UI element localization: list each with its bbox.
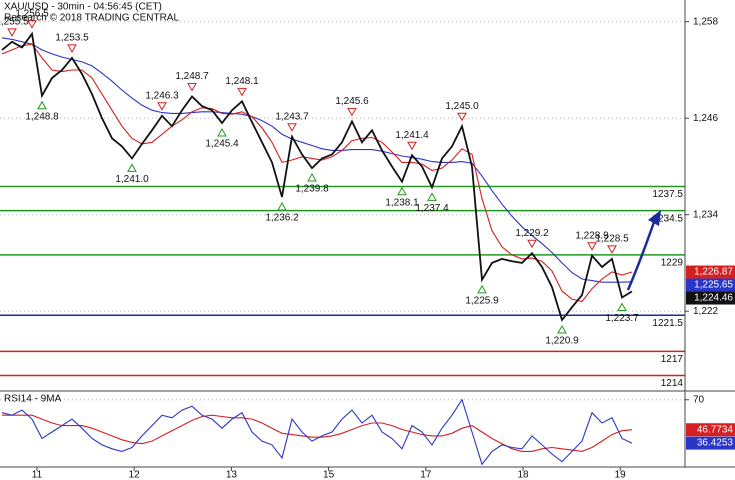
low-marker — [217, 128, 227, 137]
low-label: 1,236.2 — [265, 213, 299, 224]
high-label: 1,253.5 — [55, 33, 89, 44]
price-box-label: 46.7734 — [697, 424, 734, 435]
x-tick-label: 15 — [323, 470, 335, 480]
high-label: 1,229.2 — [515, 228, 549, 239]
low-marker — [557, 325, 567, 334]
price-box-label: 1,224.46 — [694, 293, 733, 304]
high-marker — [157, 102, 167, 111]
low-label: 1,245.4 — [205, 139, 239, 150]
high-marker — [7, 28, 17, 37]
high-marker — [237, 87, 247, 97]
x-tick-label: 13 — [226, 470, 238, 480]
low-marker — [277, 202, 287, 211]
chart-subtitle: Research © 2018 TRADING CENTRAL — [4, 13, 179, 24]
low-marker — [427, 192, 437, 201]
x-tick-label: 11 — [32, 470, 43, 480]
low-marker — [127, 163, 137, 172]
y-tick-label: 70 — [693, 394, 705, 405]
rsi-title: RSI14 - 9MA — [4, 394, 62, 405]
high-label: 1,228.9 — [575, 230, 609, 241]
price-box — [686, 436, 735, 450]
y-tick-label: 1,246 — [693, 113, 718, 124]
x-tick-label: 19 — [615, 470, 627, 480]
low-marker — [307, 173, 317, 182]
low-marker — [397, 186, 407, 196]
price-box — [686, 423, 735, 437]
high-label: 1,245.0 — [445, 101, 479, 112]
low-marker — [477, 284, 487, 294]
price-box-label: 1,226.87 — [694, 267, 733, 278]
high-label: 1,245.6 — [335, 96, 369, 107]
high-label: 1,256.5 — [15, 8, 49, 19]
series-line — [1, 31, 633, 322]
high-label: 1,255.5 — [0, 16, 29, 27]
price-box-label: 36.4253 — [697, 438, 734, 449]
high-marker — [187, 82, 197, 92]
high-label: 1,248.7 — [175, 71, 209, 82]
series-line — [1, 37, 633, 283]
price-box — [686, 278, 735, 292]
x-tick-label: 17 — [420, 470, 432, 480]
forecast-arrowhead — [648, 210, 661, 226]
high-marker — [407, 141, 417, 151]
y-tick-label: 1,234 — [693, 209, 718, 220]
price-box — [686, 291, 735, 305]
level-label: 1234.5 — [652, 213, 683, 224]
high-label: 1,243.7 — [275, 111, 309, 122]
level-label: 1229 — [661, 258, 684, 269]
y-tick-label: 1,222 — [693, 306, 718, 317]
low-label: 1,241.0 — [115, 174, 149, 185]
high-marker — [527, 239, 537, 249]
high-marker — [607, 245, 617, 254]
chart-title: XAU/USD - 30min - 04:56:45 (CET) — [4, 2, 162, 13]
price-box-label: 1,225.65 — [694, 280, 733, 291]
high-marker — [587, 242, 597, 251]
level-label: 1214 — [661, 378, 684, 389]
low-label: 1,225.9 — [465, 295, 499, 306]
forecast-arrow — [626, 221, 656, 291]
low-label: 1,223.7 — [605, 313, 639, 324]
plot-layer: 1,258 1,246 1,234 1,222 1237.5 1234.5 1229 1221… — [0, 8, 735, 480]
high-label: 1,248.1 — [225, 76, 259, 87]
high-marker — [287, 123, 297, 132]
low-label: 1,237.4 — [415, 203, 449, 214]
y-tick-label: 1,258 — [693, 16, 718, 27]
high-marker — [347, 107, 357, 117]
high-label: 1,228.5 — [595, 234, 629, 245]
high-label: 1,246.3 — [145, 90, 179, 101]
price-box — [686, 265, 735, 279]
low-label: 1,248.8 — [25, 111, 59, 122]
level-label: 1221.5 — [652, 318, 683, 329]
high-label: 1,241.4 — [395, 130, 429, 141]
low-marker — [37, 100, 47, 110]
series-line — [2, 414, 633, 452]
low-marker — [617, 302, 627, 312]
low-label: 1,238.1 — [385, 197, 419, 208]
low-label: 1,239.8 — [295, 184, 329, 195]
level-label: 1237.5 — [652, 189, 683, 200]
level-label: 1217 — [661, 354, 684, 365]
high-marker — [67, 44, 77, 53]
low-label: 1,220.9 — [545, 336, 579, 347]
high-marker — [457, 112, 467, 122]
x-tick-label: 18 — [517, 470, 529, 480]
high-marker — [27, 20, 37, 29]
series-line — [1, 398, 633, 466]
x-tick-label: 12 — [129, 470, 141, 480]
